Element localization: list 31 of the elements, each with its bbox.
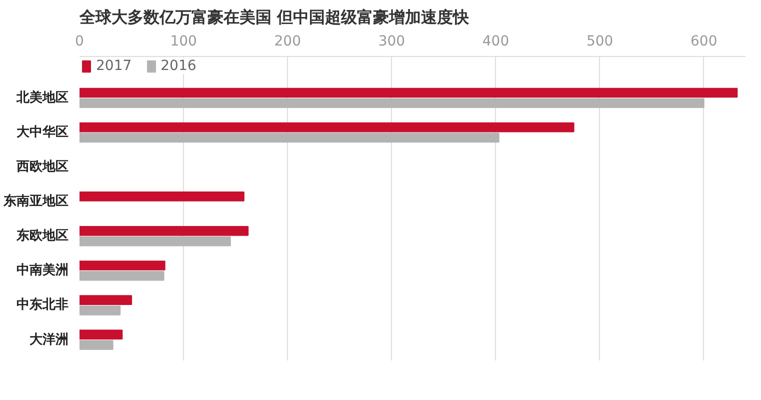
x-tick-label: 300 — [378, 34, 406, 50]
y-tick-label: 东欧地区 — [16, 228, 68, 244]
chart-title: 全球大多数亿万富豪在美国 但中国超级富豪增加速度快 — [78, 8, 470, 26]
bar — [80, 306, 121, 316]
y-tick-label: 东南亚地区 — [2, 193, 68, 210]
bar — [80, 98, 704, 108]
bar — [80, 260, 166, 270]
legend-label: 2017 — [96, 58, 132, 74]
bar — [80, 270, 164, 281]
bar — [80, 192, 244, 202]
y-tick-label: 西欧地区 — [16, 160, 68, 175]
y-tick-label: 中南美洲 — [16, 262, 68, 278]
bar — [80, 330, 123, 340]
bar — [80, 236, 231, 246]
bar — [80, 340, 114, 350]
bar — [80, 132, 500, 143]
y-tick-label: 中东北非 — [16, 296, 68, 313]
x-tick-label: 500 — [586, 34, 614, 50]
bar — [80, 122, 574, 132]
y-tick-label: 大中华区 — [16, 125, 68, 140]
x-tick-label: 400 — [482, 34, 510, 50]
y-tick-label: 大洋洲 — [30, 332, 68, 348]
x-tick-label: 600 — [690, 34, 718, 50]
x-tick-label: 100 — [170, 34, 197, 50]
x-tick-label: 0 — [75, 34, 84, 50]
bar — [80, 295, 132, 305]
bar — [80, 226, 249, 236]
bar — [80, 88, 738, 98]
x-tick-label: 200 — [274, 34, 301, 50]
y-tick-label: 北美地区 — [16, 89, 68, 106]
legend-label: 2016 — [160, 58, 196, 74]
